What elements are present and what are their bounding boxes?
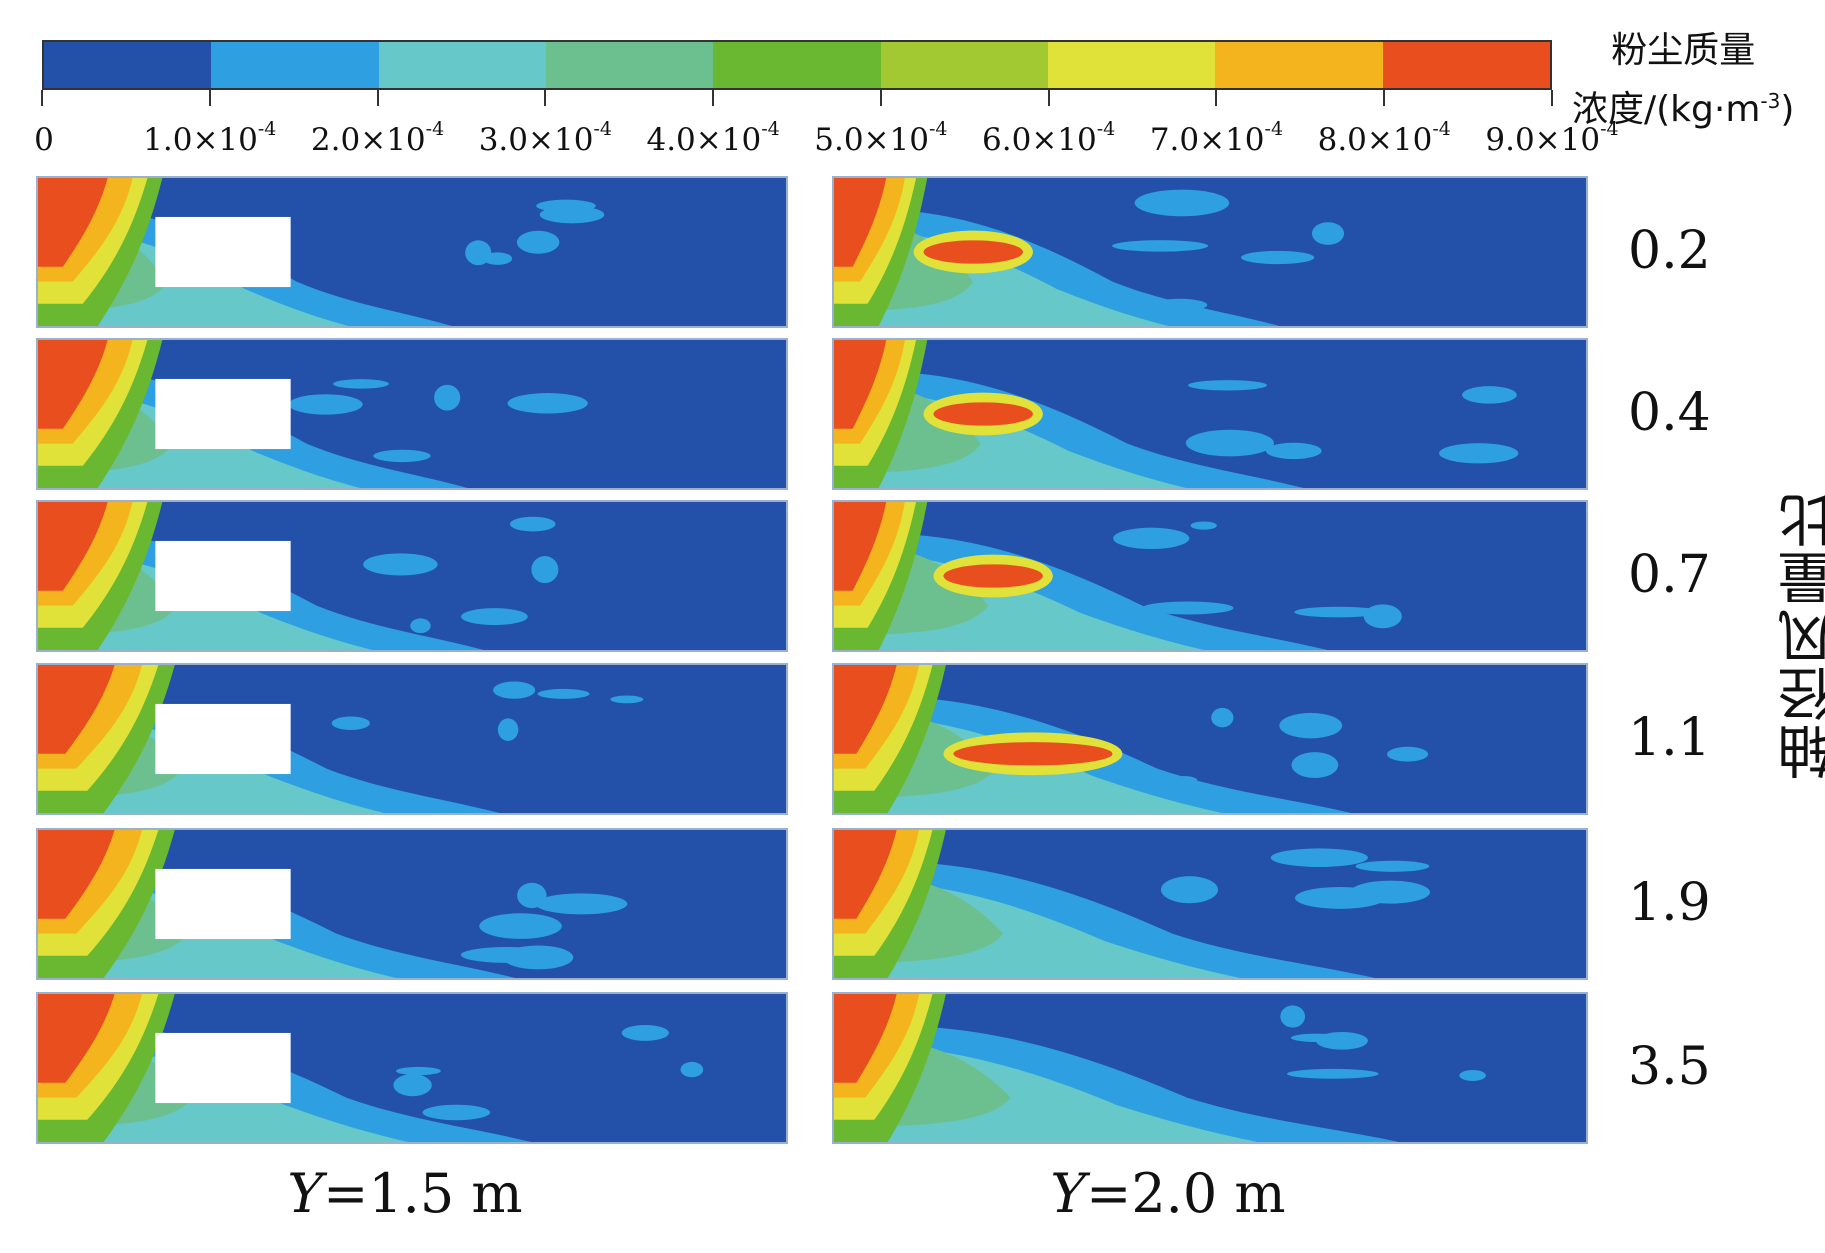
colorbar-title-line2: 浓度/(kg·m-3): [1572, 89, 1795, 130]
colorbar-tick: [1215, 90, 1218, 106]
colorbar-segment: [1215, 42, 1383, 88]
colorbar-segment: [1382, 42, 1550, 88]
concentration-panel: [36, 992, 788, 1144]
colorbar-tick-label: 9.0×10-4: [1485, 118, 1619, 158]
axis-title: 轴径风量比: [1778, 490, 1825, 780]
colorbar-tick-label: 5.0×10-4: [814, 118, 948, 158]
colorbar-tick-label: 0: [34, 122, 54, 158]
colorbar-tick-label: 8.0×10-4: [1317, 118, 1451, 158]
colorbar-tick: [544, 90, 547, 106]
ratio-label: 1.9: [1628, 873, 1711, 933]
colorbar-segment: [545, 42, 714, 88]
concentration-panel: [832, 992, 1588, 1144]
colorbar-tick: [41, 90, 43, 106]
colorbar-tick-label: 2.0×10-4: [310, 118, 445, 158]
column-label-right: Y=2.0 m: [1050, 1162, 1286, 1225]
colorbar-tick: [208, 90, 211, 106]
concentration-panel: [832, 338, 1588, 490]
colorbar-title-line1: 粉尘质量: [1611, 30, 1756, 71]
concentration-panel: [832, 176, 1588, 328]
colorbar-tick-label: 4.0×10-4: [646, 118, 780, 158]
colorbar-tick-label: 3.0×10-4: [478, 118, 612, 158]
colorbar-tick: [376, 90, 379, 106]
ratio-label: 0.4: [1628, 383, 1711, 443]
ratio-label: 3.5: [1628, 1037, 1711, 1097]
concentration-panel: [36, 828, 788, 980]
colorbar-segment: [713, 42, 881, 88]
concentration-panel: [36, 338, 788, 490]
colorbar-segment: [1047, 42, 1216, 88]
concentration-panel: [36, 663, 788, 815]
concentration-panel: [832, 663, 1588, 815]
colorbar-segment: [378, 42, 546, 88]
colorbar-tick-label: 6.0×10-4: [982, 118, 1116, 158]
ratio-label: 0.7: [1628, 545, 1711, 605]
ratio-label: 1.1: [1628, 708, 1711, 768]
colorbar-title: 粉尘质量 浓度/(kg·m-3): [1572, 26, 1794, 135]
concentration-panel: [36, 176, 788, 328]
concentration-panel: [832, 828, 1588, 980]
colorbar-tick: [879, 90, 882, 106]
colorbar-tick: [712, 90, 715, 106]
concentration-panel: [832, 500, 1588, 652]
ratio-label: 0.2: [1628, 221, 1711, 281]
colorbar-tick-label: 7.0×10-4: [1149, 118, 1284, 158]
colorbar-segment: [211, 42, 379, 88]
concentration-panel: [36, 500, 788, 652]
colorbar-tick: [1383, 90, 1386, 106]
colorbar-tick: [1047, 90, 1050, 106]
colorbar-tick: [1551, 90, 1553, 106]
colorbar: [42, 40, 1552, 90]
colorbar-segment: [880, 42, 1048, 88]
column-label-left: Y=1.5 m: [287, 1162, 523, 1225]
colorbar-segment: [44, 42, 212, 88]
colorbar-tick-label: 1.0×10-4: [143, 118, 277, 158]
